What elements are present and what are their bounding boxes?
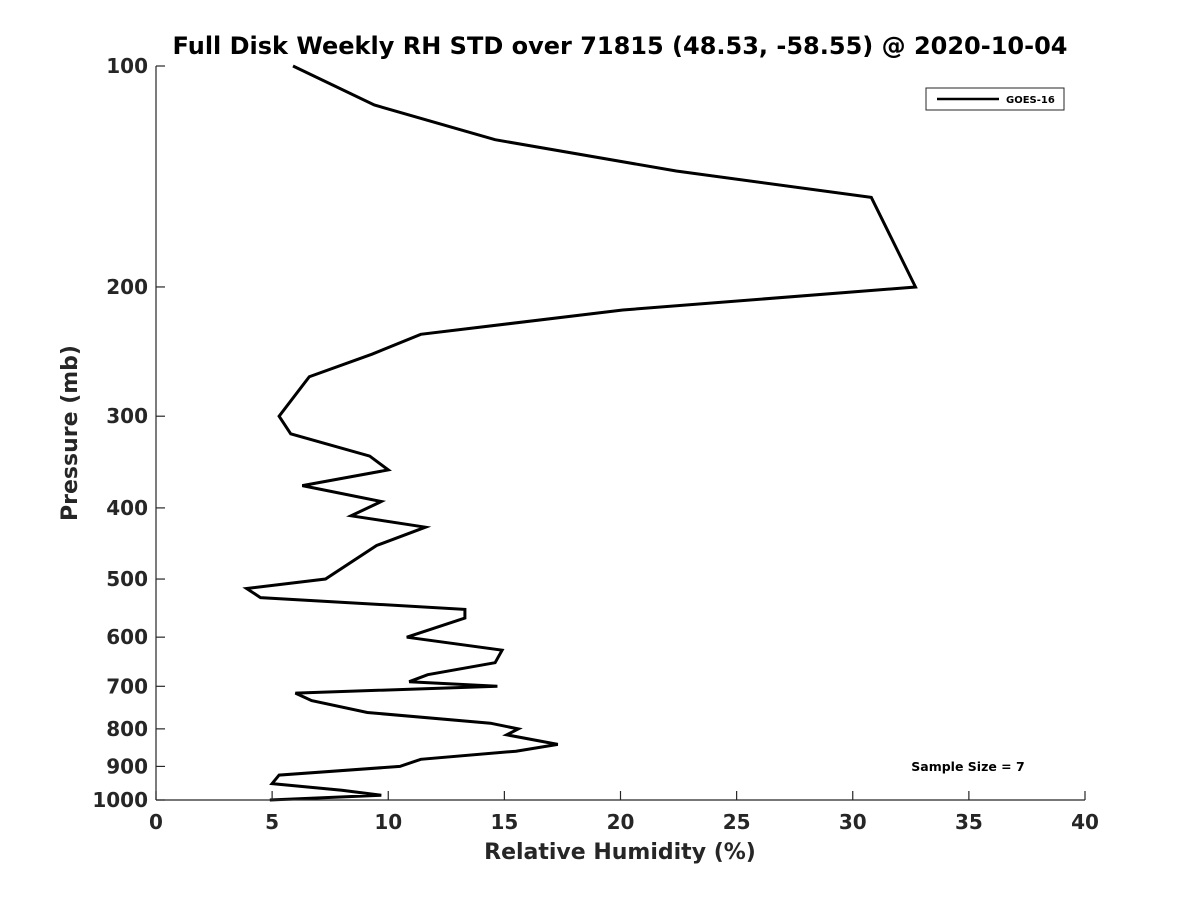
y-tick-label: 700: [106, 674, 148, 698]
y-axis: 100 200 300 400 500 600 700 800 900 1000: [92, 54, 165, 812]
chart-title: Full Disk Weekly RH STD over 71815 (48.5…: [173, 32, 1068, 60]
y-axis-label: Pressure (mb): [58, 345, 83, 521]
y-tick-label: 800: [106, 717, 148, 741]
y-tick-label: 100: [106, 54, 148, 78]
plot-marks: [242, 64, 918, 802]
x-tick-label: 10: [374, 810, 402, 834]
y-tick-label: 600: [106, 625, 148, 649]
y-tick-label: 300: [106, 404, 148, 428]
x-tick-label: 35: [955, 810, 983, 834]
x-tick-label: 20: [607, 810, 635, 834]
x-tick-label: 40: [1071, 810, 1099, 834]
x-tick-label: 0: [149, 810, 163, 834]
y-tick-label: 900: [106, 754, 148, 778]
y-tick-label: 400: [106, 496, 148, 520]
series-line-goes-16: [242, 64, 918, 802]
legend: GOES-16: [925, 87, 1065, 111]
y-tick-label: 200: [106, 275, 148, 299]
x-tick-label: 15: [490, 810, 518, 834]
x-axis: 0 5 10 15 20 25 30 35 40: [149, 791, 1099, 834]
x-tick-label: 30: [839, 810, 867, 834]
legend-entry-goes16: GOES-16: [1006, 95, 1055, 106]
y-tick-label: 500: [106, 567, 148, 591]
x-tick-label: 5: [265, 810, 279, 834]
y-tick-label: 1000: [92, 788, 148, 812]
sample-size-annotation: Sample Size = 7: [911, 759, 1024, 774]
x-axis-label: Relative Humidity (%): [484, 840, 756, 865]
x-tick-label: 25: [723, 810, 751, 834]
